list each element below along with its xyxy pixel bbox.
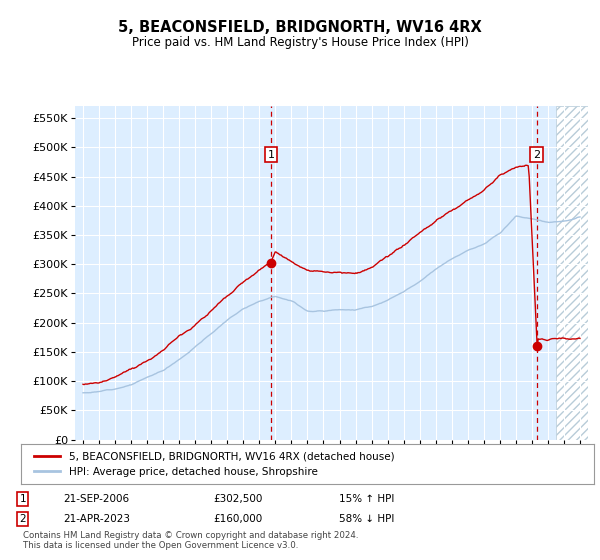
Legend: 5, BEACONSFIELD, BRIDGNORTH, WV16 4RX (detached house), HPI: Average price, deta: 5, BEACONSFIELD, BRIDGNORTH, WV16 4RX (d…: [29, 447, 400, 482]
Text: 1: 1: [268, 150, 274, 160]
Text: 21-SEP-2006: 21-SEP-2006: [63, 494, 129, 504]
Text: 1: 1: [19, 494, 26, 504]
Bar: [556, 106, 596, 440]
Text: £160,000: £160,000: [213, 514, 262, 524]
Text: Price paid vs. HM Land Registry's House Price Index (HPI): Price paid vs. HM Land Registry's House …: [131, 36, 469, 49]
Text: £302,500: £302,500: [213, 494, 262, 504]
Text: 58% ↓ HPI: 58% ↓ HPI: [339, 514, 394, 524]
Text: 5, BEACONSFIELD, BRIDGNORTH, WV16 4RX: 5, BEACONSFIELD, BRIDGNORTH, WV16 4RX: [118, 20, 482, 35]
Text: 21-APR-2023: 21-APR-2023: [63, 514, 130, 524]
Text: 2: 2: [533, 150, 540, 160]
Text: 2: 2: [19, 514, 26, 524]
Text: Contains HM Land Registry data © Crown copyright and database right 2024.
This d: Contains HM Land Registry data © Crown c…: [23, 531, 358, 550]
Text: 15% ↑ HPI: 15% ↑ HPI: [339, 494, 394, 504]
